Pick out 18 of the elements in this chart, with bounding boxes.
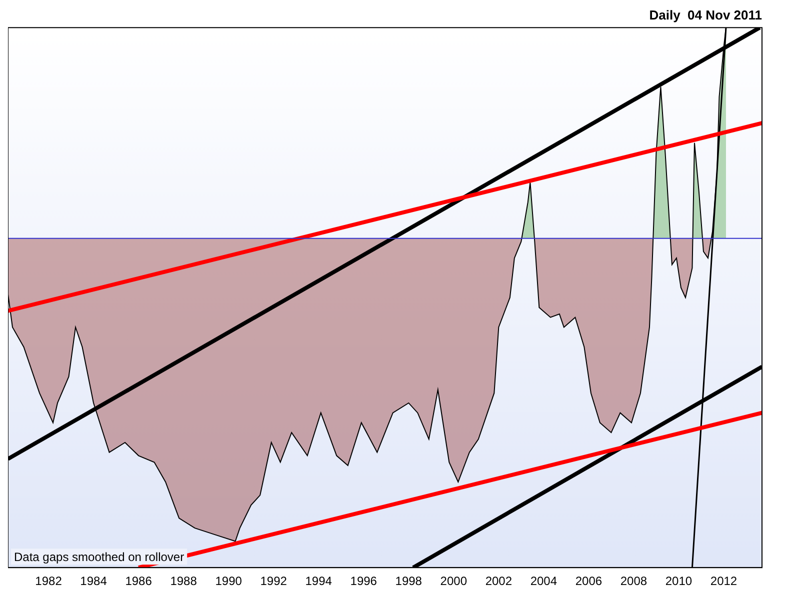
x-tick-label: 2004 xyxy=(530,574,558,588)
x-tick-label: 1992 xyxy=(260,574,288,588)
x-tick-label: 1986 xyxy=(125,574,152,588)
x-tick-label: 1998 xyxy=(395,574,422,588)
x-tick-label: 1994 xyxy=(305,574,332,588)
x-tick-label: 2006 xyxy=(575,574,602,588)
x-tick-label: 1996 xyxy=(350,574,378,588)
x-tick-label: 1990 xyxy=(215,574,242,588)
annotation: Data gaps smoothed on rollover xyxy=(14,550,184,564)
x-tick-label: 2010 xyxy=(665,574,692,588)
x-tick-label: 1982 xyxy=(35,574,62,588)
x-tick-label: 2000 xyxy=(440,574,468,588)
x-tick-label: 1984 xyxy=(80,574,108,588)
x-tick-label: 2002 xyxy=(485,574,512,588)
x-tick-label: 2008 xyxy=(620,574,648,588)
x-tick-label: 2012 xyxy=(710,574,738,588)
x-tick-label: 1988 xyxy=(170,574,198,588)
chart-title: Daily 04 Nov 2011 xyxy=(649,7,762,22)
